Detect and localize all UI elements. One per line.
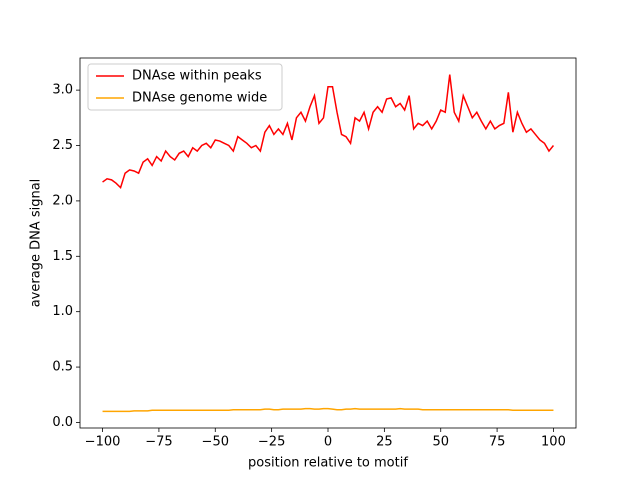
y-tick-label: 1.0 xyxy=(52,304,73,319)
line-series xyxy=(102,407,554,413)
y-axis-label: average DNA signal xyxy=(29,179,44,308)
x-tick-label: −100 xyxy=(85,435,121,450)
y-tick-label: 2.5 xyxy=(52,138,73,153)
line-series xyxy=(102,74,555,190)
x-tick-label: −50 xyxy=(202,435,229,450)
y-tick-label: 1.5 xyxy=(52,249,73,264)
y-tick-label: 0.0 xyxy=(52,415,73,430)
y-tick-label: 3.0 xyxy=(52,83,73,98)
x-tick-label: −25 xyxy=(258,435,285,450)
y-tick-label: 0.5 xyxy=(52,360,73,375)
x-tick-label: 100 xyxy=(541,435,566,450)
legend-label: DNAse within peaks xyxy=(132,69,262,84)
x-tick-label: 50 xyxy=(432,435,449,450)
x-tick-label: −75 xyxy=(145,435,172,450)
legend-box xyxy=(87,63,283,111)
x-tick-label: 25 xyxy=(376,435,393,450)
x-axis-label: position relative to motif xyxy=(248,456,408,471)
y-tick-label: 2.0 xyxy=(52,193,73,208)
x-tick-label: 75 xyxy=(489,435,506,450)
x-tick-label: 0 xyxy=(324,435,332,450)
plot-frame xyxy=(79,57,577,429)
legend-label: DNAse genome wide xyxy=(132,91,267,106)
